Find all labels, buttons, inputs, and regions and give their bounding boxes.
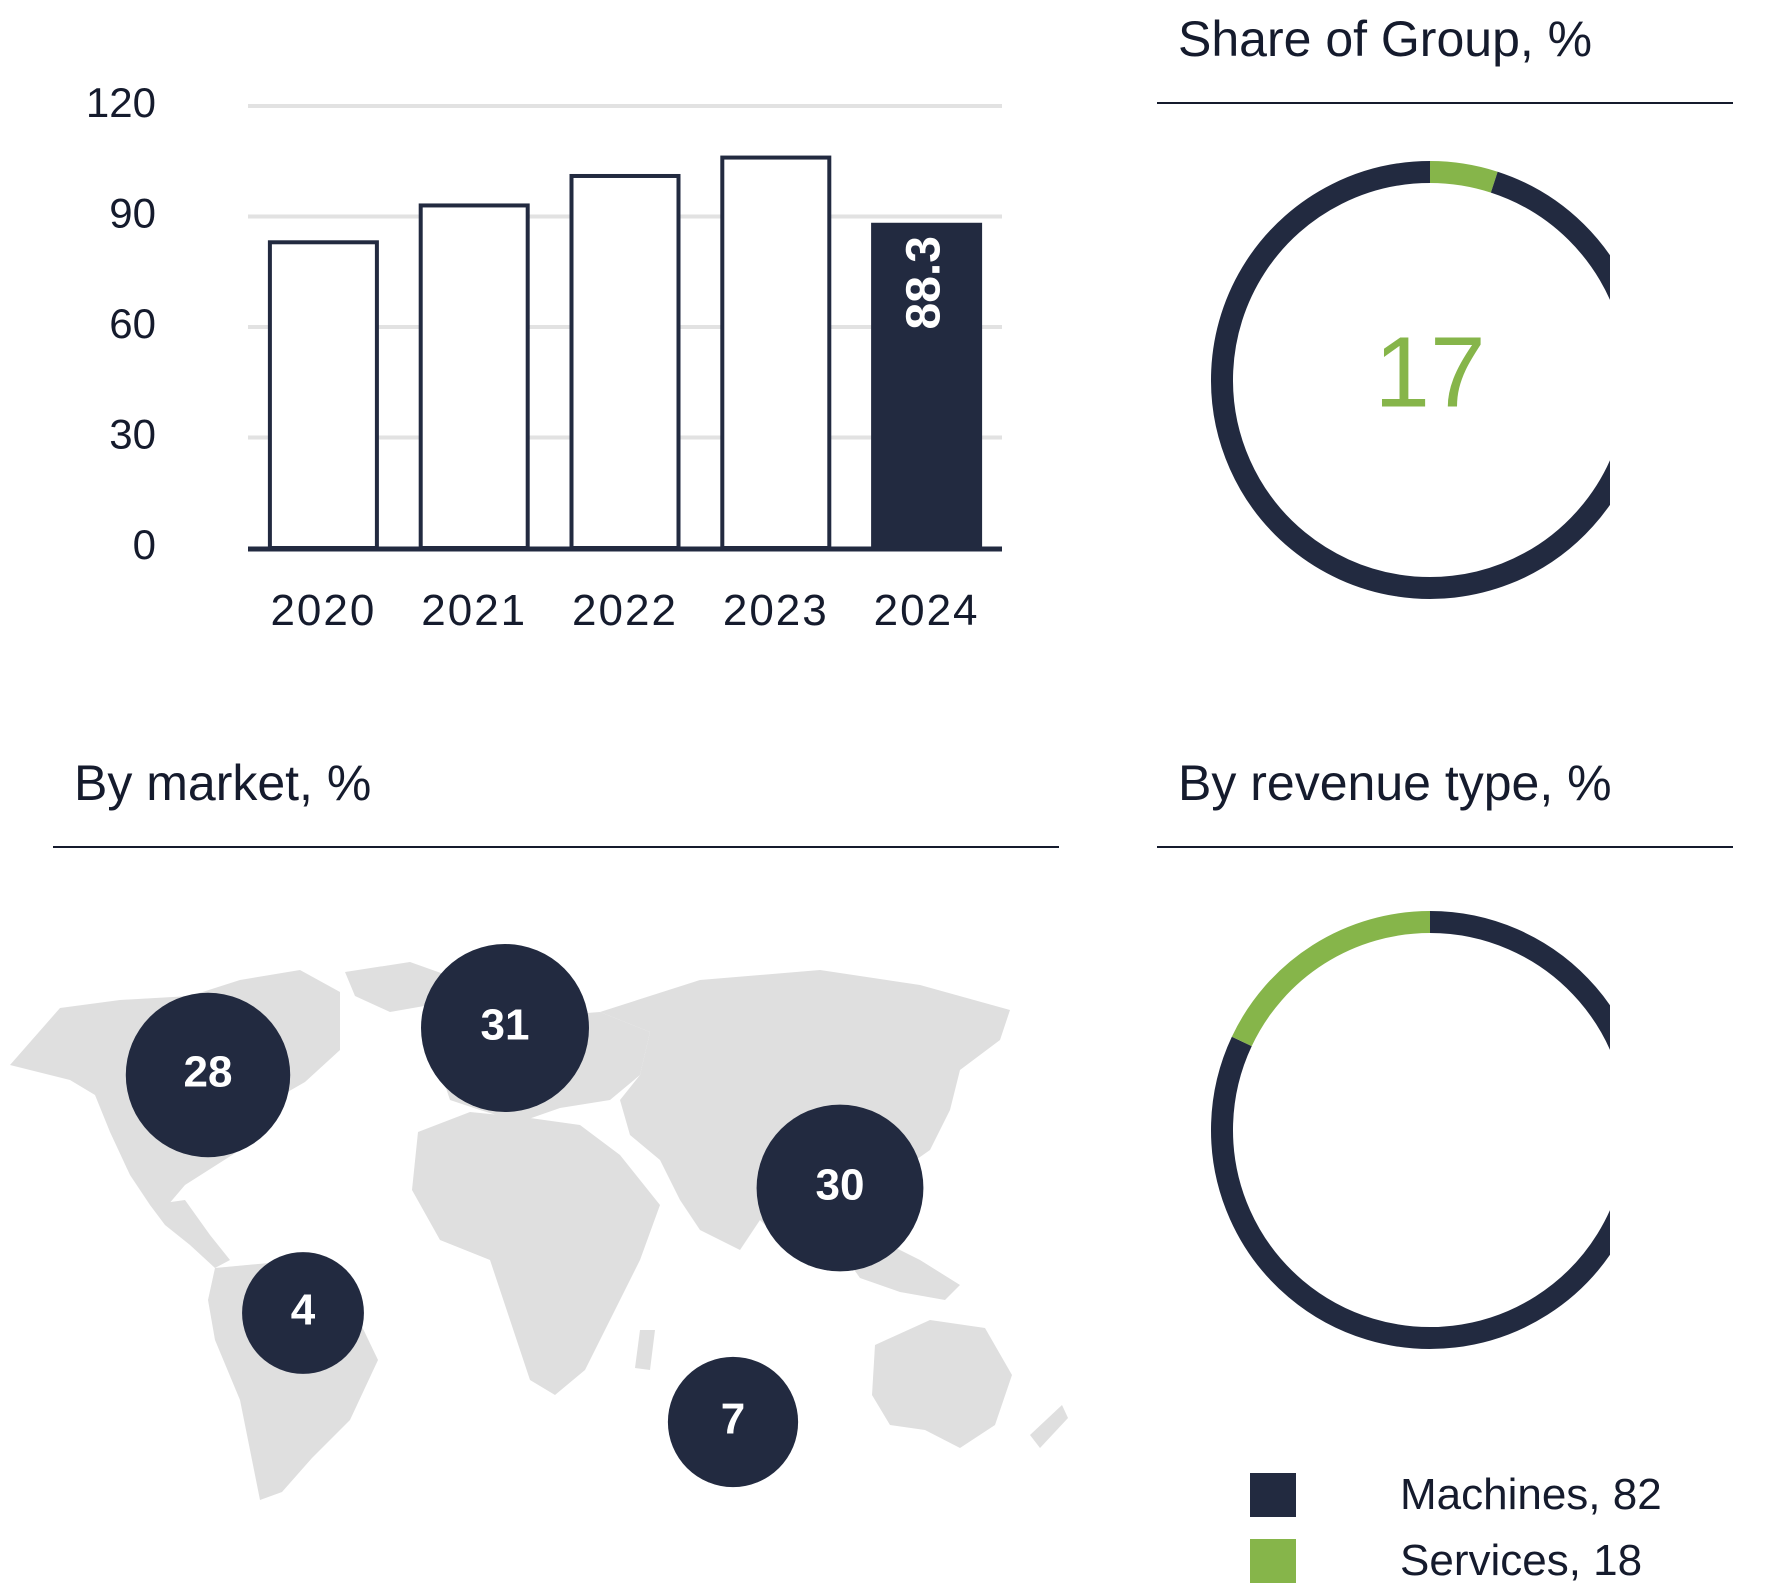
market-bubble [125, 992, 291, 1158]
y-tick-label: 30 [109, 411, 156, 458]
market-title: By market, % [74, 755, 372, 811]
x-tick-label: 2020 [270, 586, 376, 635]
donut-slice [1211, 161, 1610, 599]
x-tick-label: 2021 [421, 586, 527, 635]
market-bubble-label: 28 [184, 1048, 233, 1097]
market-bubble-label: 4 [291, 1286, 316, 1335]
revenue-legend: Machines, 82 Services, 18 [1250, 1462, 1662, 1594]
share-donut-chart: 17 [1211, 161, 1610, 599]
bar [871, 222, 983, 549]
share-title-rule [1157, 102, 1733, 104]
bar [267, 240, 379, 551]
x-tick-label: 2024 [874, 586, 980, 635]
legend-label-machines: Machines, 82 [1400, 1470, 1662, 1519]
navy-square-icon [1250, 1473, 1296, 1517]
market-bubble [756, 1104, 924, 1272]
bar [720, 155, 832, 550]
revenue-donut-chart [1211, 911, 1610, 1349]
bar [569, 173, 681, 550]
market-bubble-label: 30 [816, 1161, 865, 1210]
green-square-icon [1250, 1539, 1296, 1583]
world-map: 28 31 30 4 7 [10, 944, 1068, 1500]
bar-chart: 0 30 60 90 120 2020 2021 2022 2023 2024 88.3 [86, 79, 1002, 635]
x-tick-label: 2022 [572, 586, 678, 635]
market-bubble-label: 31 [481, 1001, 530, 1050]
central-america-shape [150, 1200, 230, 1268]
bar [418, 203, 530, 550]
market-bubble [242, 1252, 364, 1374]
y-tick-label: 90 [109, 190, 156, 237]
market-bubble-label: 7 [721, 1395, 745, 1444]
madagascar-shape [635, 1330, 655, 1370]
market-title-rule [53, 846, 1059, 848]
legend-item-services: Services, 18 [1250, 1528, 1662, 1594]
donut-slice [1429, 161, 1498, 193]
x-tick-label: 2023 [723, 586, 829, 635]
australia-shape [872, 1320, 1012, 1448]
market-bubble [667, 1356, 799, 1488]
market-bubble [421, 944, 589, 1112]
revenue-title-rule [1157, 846, 1733, 848]
legend-item-machines: Machines, 82 [1250, 1462, 1662, 1528]
africa-shape [412, 1112, 660, 1395]
y-tick-label: 120 [86, 79, 156, 126]
share-title: Share of Group, % [1178, 11, 1593, 67]
donut-slice [1231, 911, 1431, 1047]
y-tick-label: 0 [133, 521, 156, 568]
new-zealand-shape [1030, 1405, 1068, 1448]
revenue-title: By revenue type, % [1178, 755, 1612, 811]
bar-data-label: 88.3 [897, 236, 950, 329]
y-tick-label: 60 [109, 300, 156, 347]
share-center-value: 17 [1374, 316, 1485, 428]
donut-slice [1211, 911, 1610, 1349]
legend-label-services: Services, 18 [1400, 1536, 1643, 1585]
